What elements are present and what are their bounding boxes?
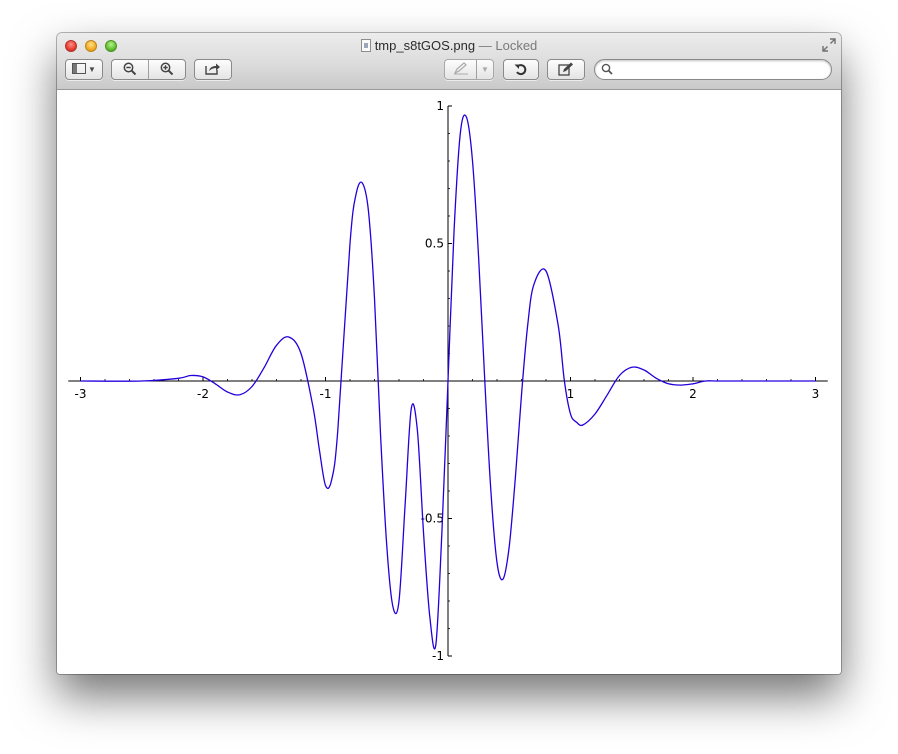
window-filename: tmp_s8tGOS.png xyxy=(374,38,476,53)
zoom-buttons xyxy=(111,59,186,80)
x-tick-label: 3 xyxy=(812,387,820,401)
rotate-button[interactable] xyxy=(503,59,539,80)
share-button[interactable] xyxy=(194,59,232,80)
pen-icon xyxy=(453,62,468,75)
document-icon[interactable] xyxy=(360,39,371,52)
fullscreen-icon[interactable] xyxy=(822,38,836,52)
x-ticks: -3 -2 -1 1 2 3 xyxy=(75,377,820,401)
zoom-button[interactable] xyxy=(105,40,117,52)
close-button[interactable] xyxy=(65,40,77,52)
edit-pencil-icon xyxy=(558,62,573,76)
x-tick-label: -1 xyxy=(320,387,332,401)
image-canvas: -3 -2 -1 1 2 3 -1 -0.5 0.5 1 xyxy=(57,90,841,674)
chevron-down-icon: ▼ xyxy=(88,65,96,74)
window-title: tmp_s8tGOS.png — Locked xyxy=(57,38,841,54)
x-tick-label: 1 xyxy=(567,387,575,401)
markup-button[interactable]: ▼ xyxy=(444,59,494,80)
window-lock-status[interactable]: — Locked xyxy=(475,38,538,53)
x-tick-label: -2 xyxy=(197,387,209,401)
markup-dropdown[interactable]: ▼ xyxy=(476,60,493,79)
x-tick-label: 2 xyxy=(689,387,697,401)
y-tick-label: 0.5 xyxy=(425,237,444,251)
zoom-out-icon xyxy=(123,62,137,76)
title-bar[interactable]: tmp_s8tGOS.png — Locked ▼ ▼ xyxy=(57,33,841,90)
y-tick-label: -0.5 xyxy=(421,512,444,526)
zoom-in-icon xyxy=(160,62,174,76)
y-tick-label: -1 xyxy=(432,649,444,663)
search-icon xyxy=(601,63,613,75)
chevron-down-icon: ▼ xyxy=(481,65,489,74)
share-icon xyxy=(205,63,220,75)
x-tick-label: -3 xyxy=(75,387,87,401)
rotate-icon xyxy=(514,64,527,76)
search-input[interactable] xyxy=(615,61,825,78)
y-ticks: -1 -0.5 0.5 1 xyxy=(421,99,452,663)
markup-main[interactable] xyxy=(445,60,476,79)
series-line xyxy=(80,114,816,650)
minimize-button[interactable] xyxy=(85,40,97,52)
search-field[interactable] xyxy=(594,59,832,80)
y-tick-label: 1 xyxy=(436,99,444,113)
sidebar-icon xyxy=(72,63,87,74)
edit-toolbar-button[interactable] xyxy=(547,59,585,80)
sidebar-view-button[interactable]: ▼ xyxy=(65,59,103,80)
preview-window: tmp_s8tGOS.png — Locked ▼ ▼ xyxy=(57,33,841,674)
wavelet-plot: -3 -2 -1 1 2 3 -1 -0.5 0.5 1 xyxy=(68,99,828,663)
zoom-out-button[interactable] xyxy=(112,60,148,79)
zoom-in-button[interactable] xyxy=(148,60,185,79)
